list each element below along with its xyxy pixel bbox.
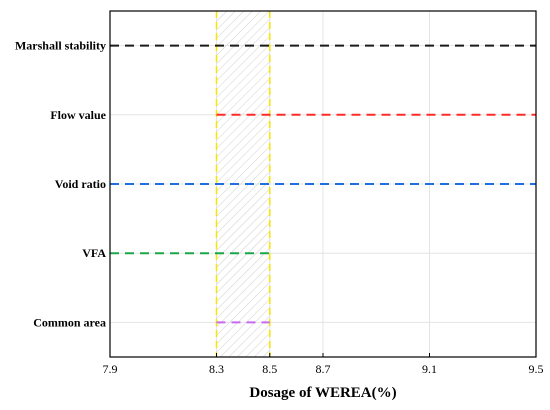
y-tick-label: Flow value [50,108,106,122]
series [110,44,536,324]
x-tick-label: 9.1 [422,362,437,376]
y-tick-label: Void ratio [55,177,106,191]
x-tick-label: 8.5 [262,362,277,376]
x-tick-label: 7.9 [103,362,118,376]
y-tick-labels: Marshall stability Flow value Void ratio VF… [15,39,107,330]
x-tick-labels: 7.9 8.3 8.5 8.7 9.1 9.5 [103,353,544,376]
y-tick-label: Marshall stability [15,39,106,53]
x-tick-label: 9.5 [529,362,544,376]
x-tick-label: 8.3 [209,362,224,376]
y-tick-label: Common area [33,315,106,329]
y-tick-label: VFA [82,246,106,260]
x-axis-title: Dosage of WEREA(%) [249,385,396,401]
x-tick-label: 8.7 [316,362,331,376]
